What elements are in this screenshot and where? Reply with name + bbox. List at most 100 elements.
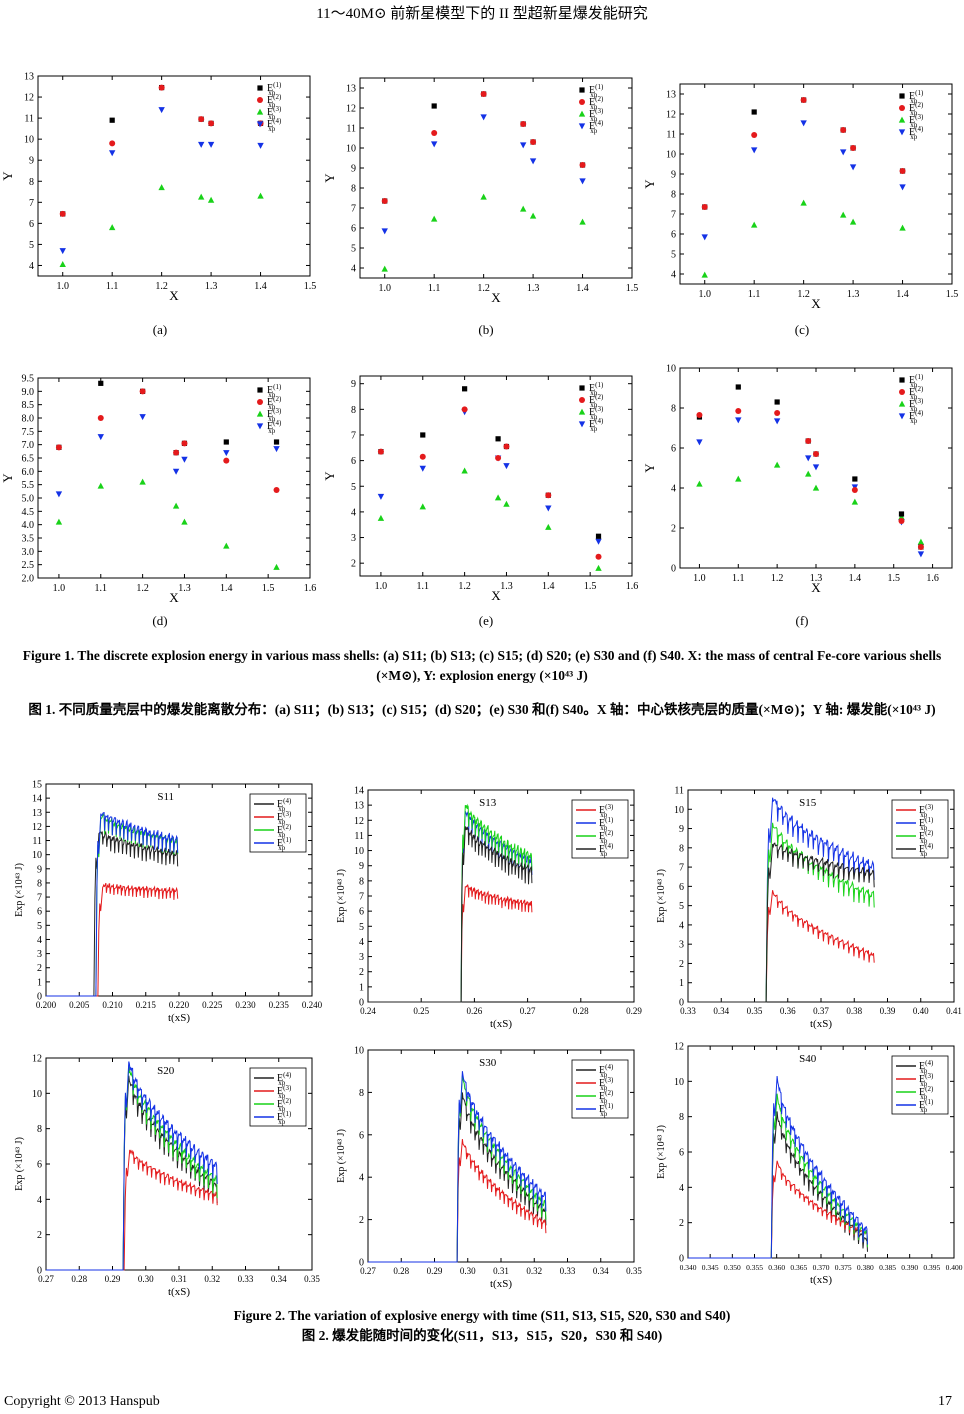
x-tick-label: 0.375 [835, 1263, 852, 1272]
data-point [805, 470, 812, 477]
legend-label: E(2) xp [589, 95, 604, 111]
scatter-chart: 1.0 1.1 1.2 1.3 1.4 1.5 4 5 6 7 8 9 10 11 12 13 X Y E(1) xp… [642, 83, 958, 311]
legend-marker [898, 413, 906, 420]
y-tick-label: 2 [679, 1218, 684, 1229]
x-tick-label: 0.345 [702, 1263, 719, 1272]
x-tick-label: 0.39 [880, 1006, 896, 1016]
y-tick-label: 0 [37, 992, 42, 1003]
data-point [98, 380, 104, 386]
y-tick-label: 4 [37, 935, 42, 946]
data-point [108, 224, 116, 231]
y-tick-label: 2 [351, 559, 356, 570]
x-axis-label: X [491, 290, 501, 305]
data-point [701, 204, 708, 210]
x-tick-label: 1.0 [693, 573, 706, 584]
data-point [800, 199, 807, 206]
data-point [503, 463, 510, 470]
data-point [545, 523, 552, 530]
data-point [595, 553, 602, 560]
x-tick-label: 0.210 [102, 1000, 123, 1010]
y-axis-label: Exp (×10⁴³ J) [336, 869, 347, 923]
x-tick-label: 1.4 [542, 581, 555, 592]
y-tick-label: 4 [351, 507, 356, 518]
x-tick-label: 1.5 [887, 573, 900, 584]
y-tick-label: 5 [29, 240, 34, 251]
y-tick-label: 12 [666, 110, 676, 121]
data-point [917, 551, 925, 558]
data-point [898, 511, 905, 517]
chart-title: S11 [157, 791, 174, 803]
data-point [172, 468, 180, 475]
legend-label: E(2) xp [267, 93, 282, 109]
legend-label: E(4) xp [919, 842, 934, 858]
data-point [917, 544, 924, 550]
data-point [97, 482, 104, 489]
y-tick-label: 2.0 [22, 574, 35, 585]
legend-marker [257, 85, 263, 91]
legend-label: E(1) xp [277, 1110, 292, 1126]
y-tick-label: 9 [679, 824, 684, 835]
y-tick-label: 7 [359, 892, 364, 903]
x-tick-label: 1.3 [810, 573, 823, 584]
y-tick-label: 9 [37, 864, 42, 875]
data-point [97, 434, 104, 441]
x-tick-label: 1.5 [584, 581, 597, 592]
legend-marker [578, 408, 586, 415]
data-point [223, 439, 229, 445]
y-tick-label: 3.0 [22, 547, 35, 558]
legend-label: E(1) xp [599, 816, 614, 832]
series-line [688, 1093, 868, 1259]
y-tick-label: 2 [671, 524, 676, 535]
y-tick-label: 8.5 [22, 400, 35, 411]
x-axis-label: t(xS) [168, 1012, 190, 1024]
chart-title: S40 [799, 1053, 817, 1065]
y-tick-label: 7 [29, 198, 34, 209]
data-point [735, 417, 742, 424]
data-point [223, 457, 230, 464]
x-axis-label: t(xS) [810, 1018, 832, 1030]
y-tick-label: 13 [354, 801, 364, 812]
series-line [688, 1111, 868, 1259]
y-tick-label: 13 [32, 808, 42, 819]
legend-marker [578, 110, 586, 117]
x-axis-label: X [169, 590, 179, 605]
y-axis-label: Exp (×10⁴³ J) [656, 869, 667, 923]
data-point [751, 132, 758, 138]
legend-label: E(3) xp [267, 407, 282, 423]
fig2-panel-s30: 0.27 0.28 0.29 0.30 0.31 0.32 0.33 0.34 0.35 0 2 4 6… [322, 1044, 644, 1306]
y-axis-label: Y [0, 473, 15, 483]
legend-label: E(4) xp [909, 409, 924, 425]
legend-label: E(1) xp [267, 81, 282, 97]
data-point [917, 538, 925, 545]
figure1-caption-zh: 图 1. 不同质量壳层中的爆发能离散分布：(a) S11；(b) S13；(c)… [28, 702, 936, 717]
x-tick-label: 1.1 [732, 573, 745, 584]
y-tick-label: 6 [37, 907, 42, 918]
sublabel-f: (f) [795, 613, 809, 628]
x-tick-label: 0.27 [38, 1274, 54, 1284]
data-point [805, 455, 812, 462]
y-tick-label: 12 [24, 93, 34, 104]
data-point [223, 450, 230, 457]
y-tick-label: 7 [679, 863, 684, 874]
data-point [495, 455, 502, 462]
y-tick-label: 3 [351, 533, 356, 544]
legend-label: E(4) xp [277, 797, 292, 813]
y-tick-label: 5.0 [22, 494, 35, 505]
x-tick-label: 0.380 [857, 1263, 874, 1272]
legend-label: E(3) xp [589, 405, 604, 421]
legend-label: E(3) xp [267, 105, 282, 121]
legend-marker [898, 116, 906, 123]
x-tick-label: 0.27 [360, 1266, 376, 1276]
data-point [461, 467, 468, 474]
data-point [377, 448, 384, 455]
data-point [812, 484, 820, 491]
x-tick-label: 0.28 [573, 1006, 589, 1016]
legend-label: E(4) xp [589, 417, 604, 433]
data-point [108, 150, 116, 157]
x-axis-label: X [169, 288, 179, 303]
fig2-panel-s13: 0.24 0.25 0.26 0.27 0.28 0.29 0 1 2 3 4 5 6 7 8 9 10 11 12… [322, 784, 644, 1046]
y-tick-label: 4 [679, 920, 684, 931]
x-tick-label: 1.5 [304, 281, 317, 292]
data-point [419, 465, 426, 472]
data-point [840, 211, 847, 218]
